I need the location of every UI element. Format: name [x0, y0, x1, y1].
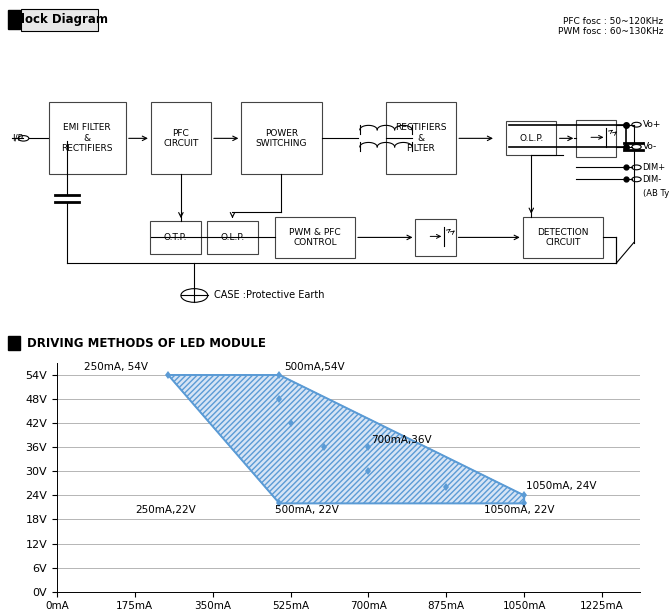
Text: 1050mA, 24V: 1050mA, 24V: [527, 481, 597, 492]
Text: O.L.P.: O.L.P.: [220, 233, 245, 242]
Bar: [576, 120, 616, 157]
Bar: [150, 221, 200, 254]
Bar: [21, 9, 98, 30]
Text: 500mA,54V: 500mA,54V: [284, 362, 344, 372]
Bar: [49, 102, 126, 174]
Bar: [507, 121, 557, 156]
Text: PFC fosc : 50~120KHz
PWM fosc : 60~130KHz: PFC fosc : 50~120KHz PWM fosc : 60~130KH…: [558, 17, 663, 37]
Text: 250mA,22V: 250mA,22V: [135, 506, 196, 515]
Text: I/P: I/P: [12, 134, 23, 143]
Bar: [275, 217, 355, 258]
Text: PWM & PFC
CONTROL: PWM & PFC CONTROL: [289, 228, 341, 247]
Polygon shape: [168, 375, 524, 503]
Bar: [208, 221, 257, 254]
Text: POWER
SWITCHING: POWER SWITCHING: [256, 129, 307, 148]
Text: CASE :Protective Earth: CASE :Protective Earth: [214, 290, 325, 301]
Text: EMI FILTER
&
RECTIFIERS: EMI FILTER & RECTIFIERS: [62, 123, 113, 153]
Text: PFC
CIRCUIT: PFC CIRCUIT: [163, 129, 198, 148]
Text: 700mA,36V: 700mA,36V: [371, 435, 431, 445]
Text: Block Diagram: Block Diagram: [12, 13, 109, 26]
Text: Vo+: Vo+: [643, 120, 661, 129]
Text: DRIVING METHODS OF LED MODULE: DRIVING METHODS OF LED MODULE: [27, 337, 266, 350]
Bar: [8, 336, 20, 350]
Bar: [523, 217, 603, 258]
Text: O.L.P.: O.L.P.: [519, 134, 543, 143]
Text: O.T.P.: O.T.P.: [163, 233, 188, 242]
Text: 250mA, 54V: 250mA, 54V: [84, 362, 147, 372]
Bar: [151, 102, 211, 174]
Text: DIM-: DIM-: [643, 175, 662, 184]
Bar: [8, 10, 20, 29]
Bar: [241, 102, 322, 174]
Text: (AB Type): (AB Type): [643, 188, 670, 198]
Bar: [386, 102, 456, 174]
Text: DIM+: DIM+: [643, 163, 666, 172]
Bar: [415, 218, 456, 256]
Text: 1050mA, 22V: 1050mA, 22V: [484, 506, 555, 515]
Text: Vo-: Vo-: [643, 142, 657, 151]
Text: RECTIFIERS
&
FILTER: RECTIFIERS & FILTER: [395, 123, 446, 153]
Text: 500mA, 22V: 500mA, 22V: [275, 506, 339, 515]
Text: DETECTION
CIRCUIT: DETECTION CIRCUIT: [537, 228, 588, 247]
